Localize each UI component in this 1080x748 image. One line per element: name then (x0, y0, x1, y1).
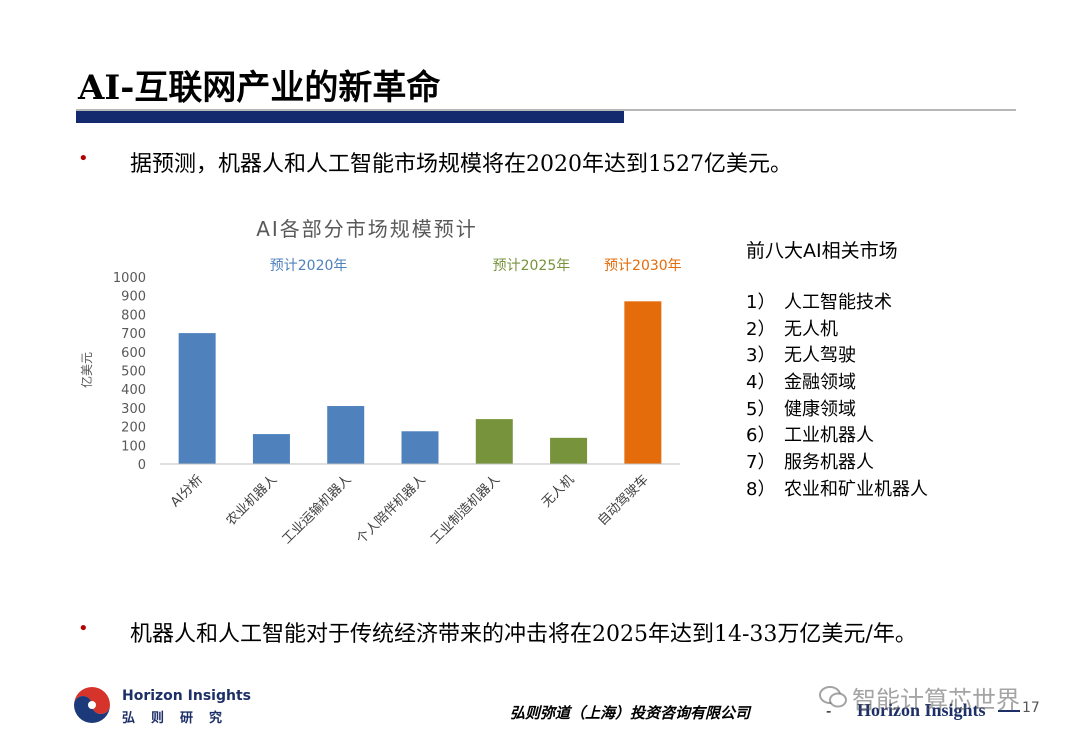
top-market-item: 8） 农业和矿业机器人 (746, 475, 928, 502)
x-tick-label: 无人机 (539, 472, 577, 510)
top-market-number: 6） (746, 425, 776, 447)
top-markets-list: 1） 人工智能技术 2） 无人机 3） 无人驾驶 4） 金融领域 5） 健康领域 6） 工业机器人 7）… (746, 288, 928, 502)
top-market-number: 2） (746, 318, 776, 340)
footer-brand-right: Horizon Insights (857, 700, 986, 720)
top-market-item: 1） 人工智能技术 (746, 288, 928, 315)
top-market-item: 4） 金融领域 (746, 368, 928, 395)
bullet-text: 机器人和人工智能对于传统经济带来的冲击将在2025年达到14-33万亿美元/年。 (130, 622, 917, 647)
group-label: 预计2025年 (493, 258, 571, 274)
title-accent-bar (76, 111, 624, 123)
top-market-item: 2） 无人机 (746, 315, 928, 342)
top-market-label: 无人机 (784, 318, 838, 340)
y-tick-label: 500 (121, 365, 146, 380)
y-axis: 0 100 200 300 400 500 600 700 800 900 1000 (113, 271, 146, 473)
bar (178, 333, 216, 464)
chart-title: AI各部分市场规模预计 (256, 217, 478, 241)
title-divider (76, 109, 1016, 111)
footer-company: 弘则弥道（上海）投资咨询有限公司 (510, 704, 751, 722)
y-tick-label: 300 (121, 402, 146, 417)
top-market-label: 服务机器人 (784, 452, 874, 474)
bullet-dot: • (78, 618, 89, 639)
x-tick-label: 个人陪伴机器人 (354, 472, 429, 547)
watermark-text: 智能计算芯世界 (852, 686, 1020, 714)
top-market-item: 3） 无人驾驶 (746, 341, 928, 368)
footer-brand-cn: 弘则研究 (122, 711, 239, 726)
y-tick-label: 800 (121, 308, 146, 323)
footer-dash (998, 710, 1020, 712)
y-tick-label: 400 (121, 383, 146, 398)
top-market-item: 7） 服务机器人 (746, 448, 928, 475)
y-axis-label: 亿美元 (79, 352, 94, 388)
bars (178, 301, 662, 464)
group-labels: 预计2020年 预计2025年 预计2030年 (270, 258, 682, 274)
y-tick-label: 1000 (113, 271, 146, 286)
top-market-item: 6） 工业机器人 (746, 421, 928, 448)
top-market-number: 3） (746, 345, 776, 367)
slide-title: AI-互联网产业的新革命 (78, 68, 441, 108)
bar (252, 434, 290, 464)
top-market-number: 1） (746, 292, 776, 313)
bullet-dot: • (78, 148, 89, 169)
y-tick-label: 700 (121, 327, 146, 342)
top-market-label: 无人驾驶 (784, 345, 856, 367)
top-market-number: 4） (746, 372, 776, 394)
x-axis-labels: AI分析 农业机器人 工业运输机器人 个人陪伴机器人 工业制造机器人 无人机 自动驾驶车 (168, 472, 652, 548)
footer-brand-en: Horizon Insights (122, 688, 251, 704)
top-market-label: 人工智能技术 (784, 292, 892, 313)
group-label: 预计2030年 (604, 258, 682, 274)
wechat-icon (819, 686, 847, 708)
page-number: 17 (1022, 700, 1040, 716)
bar (624, 301, 662, 464)
top-market-label: 工业机器人 (784, 425, 874, 447)
top-market-number: 7） (746, 452, 776, 474)
bullet-economic-impact: • 机器人和人工智能对于传统经济带来的冲击将在2025年达到14-33万亿美元/… (78, 616, 917, 648)
bullet-text: 据预测，机器人和人工智能市场规模将在2020年达到1527亿美元。 (130, 152, 792, 177)
x-tick-label: 自动驾驶车 (594, 472, 651, 529)
bar (327, 406, 365, 464)
market-size-chart: AI各部分市场规模预计 预计2020年 预计2025年 预计2030年 0 100 20… (79, 217, 682, 548)
bullet-market-forecast: • 据预测，机器人和人工智能市场规模将在2020年达到1527亿美元。 (78, 146, 792, 178)
y-tick-label: 600 (121, 346, 146, 361)
top-market-label: 健康领域 (784, 398, 856, 420)
x-tick-label: 工业制造机器人 (428, 472, 503, 547)
top-market-item: 5） 健康领域 (746, 395, 928, 422)
top-market-number: 5） (746, 398, 776, 420)
bar (550, 437, 588, 464)
top-market-number: 8） (746, 478, 776, 500)
top-market-label: 农业和矿业机器人 (784, 478, 928, 500)
y-tick-label: 900 (121, 290, 146, 305)
group-label: 预计2020年 (270, 258, 348, 274)
y-tick-label: 200 (121, 421, 146, 436)
y-tick-label: 0 (138, 458, 146, 473)
bar (401, 431, 439, 464)
footer-separator: - (826, 702, 832, 720)
top-markets-title: 前八大AI相关市场 (746, 240, 898, 262)
x-tick-label: 工业运输机器人 (279, 472, 355, 548)
x-tick-label: 农业机器人 (224, 472, 281, 529)
x-tick-label: AI分析 (168, 472, 206, 510)
top-market-label: 金融领域 (784, 372, 856, 394)
y-tick-label: 100 (121, 439, 146, 454)
bar (475, 419, 513, 464)
horizon-logo-icon (74, 687, 110, 723)
